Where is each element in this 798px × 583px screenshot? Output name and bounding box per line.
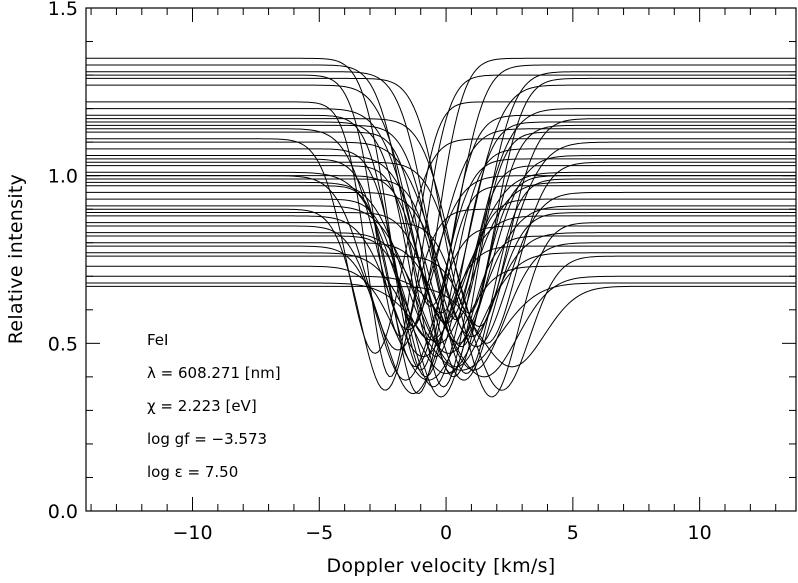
x-tick-label: −5 <box>305 522 333 544</box>
line-profile-16 <box>86 148 796 378</box>
annotation-wavelength: λ = 608.271 [nm] <box>147 364 281 382</box>
line-profile-4 <box>86 77 796 314</box>
line-profile-42 <box>86 275 796 378</box>
line-profile-27 <box>86 191 796 348</box>
line-profile-35 <box>86 232 796 368</box>
line-profile-8 <box>86 114 796 371</box>
x-tick-label: 10 <box>688 522 712 544</box>
line-profile-20 <box>86 165 796 388</box>
annotation-abundance: log ε = 7.50 <box>147 463 238 481</box>
annotation-excitation: χ = 2.223 [eV] <box>147 397 257 415</box>
x-tick-label: 5 <box>567 522 579 544</box>
line-profile-36 <box>86 235 796 398</box>
line-profile-18 <box>86 158 796 368</box>
annotation-loggf: log gf = −3.573 <box>147 430 267 448</box>
line-profile-33 <box>86 222 796 398</box>
line-profile-9 <box>86 118 796 328</box>
line-profile-32 <box>86 215 796 358</box>
line-profile-2 <box>86 71 796 321</box>
line-profile-23 <box>86 175 796 351</box>
line-profile-6 <box>86 101 796 378</box>
line-profile-7 <box>86 108 796 324</box>
line-profile-28 <box>86 198 796 388</box>
line-profile-30 <box>86 208 796 391</box>
line-profile-39 <box>86 252 796 375</box>
y-tick-label: 0.0 <box>48 501 78 523</box>
line-profile-24 <box>86 178 796 374</box>
plot-frame <box>85 7 797 512</box>
line-profile-3 <box>86 74 796 338</box>
y-tick-label: 1.5 <box>48 0 78 20</box>
series-group <box>86 57 796 398</box>
y-axis-label: Relative intensity <box>5 174 27 344</box>
axis-ticks <box>86 7 796 512</box>
line-profile-37 <box>86 242 796 371</box>
y-tick-label: 0.5 <box>48 333 78 355</box>
tick-labels: −10 −5 0 5 10 0.0 0.5 1.0 1.5 <box>48 0 712 544</box>
y-tick-label: 1.0 <box>48 166 78 188</box>
line-profile-43 <box>86 282 796 371</box>
line-profile-40 <box>86 255 796 391</box>
line-profile-34 <box>86 225 796 381</box>
annotation-element: FeI <box>147 331 168 349</box>
line-profile-44 <box>86 285 796 368</box>
line-profile-14 <box>86 138 796 354</box>
line-profile-29 <box>86 205 796 354</box>
x-axis-label: Doppler velocity [km/s] <box>326 555 555 577</box>
x-tick-label: 0 <box>440 522 452 544</box>
line-profile-25 <box>86 181 796 344</box>
line-parameters-annotation: FeI λ = 608.271 [nm] χ = 2.223 [eV] log … <box>147 331 281 481</box>
line-profile-41 <box>86 265 796 381</box>
line-profile-15 <box>86 141 796 338</box>
x-tick-label: −10 <box>172 522 212 544</box>
line-profile-38 <box>86 245 796 395</box>
line-profile-19 <box>86 161 796 344</box>
